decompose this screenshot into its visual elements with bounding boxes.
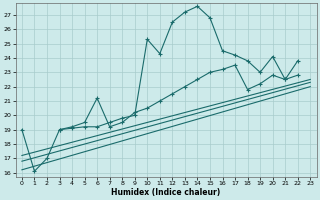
X-axis label: Humidex (Indice chaleur): Humidex (Indice chaleur) (111, 188, 221, 197)
